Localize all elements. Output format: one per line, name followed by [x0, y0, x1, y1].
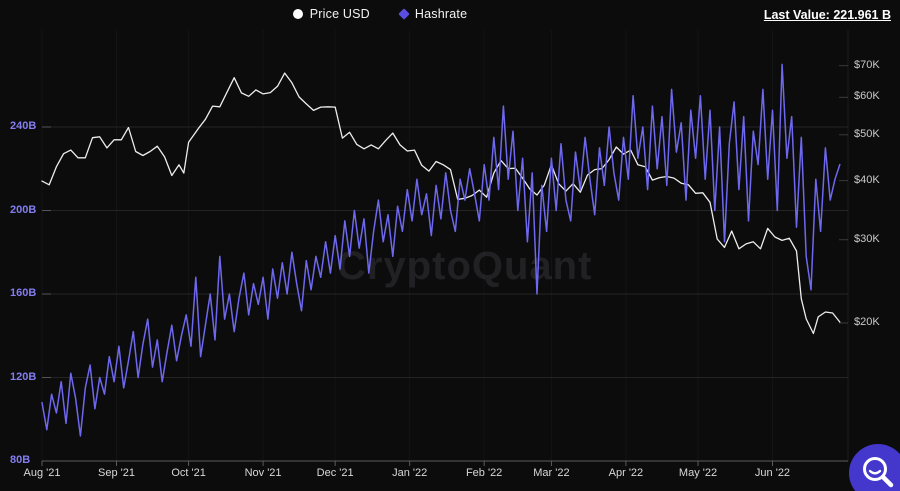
x-tick-label: Apr '22: [608, 467, 644, 479]
x-tick-label: Mar '22: [533, 467, 570, 479]
x-tick-label: Jan '22: [392, 467, 428, 479]
legend-label-hashrate: Hashrate: [414, 7, 468, 21]
hashrate-marker-diamond-icon: [398, 8, 410, 20]
x-tick-label: Jun '22: [754, 467, 791, 479]
legend-label-price: Price USD: [309, 7, 370, 21]
x-tick-label: Nov '21: [244, 467, 282, 479]
y-right-tick-label: $60K: [854, 90, 880, 103]
price-marker-circle-icon: [292, 9, 303, 19]
y-right-tick-label: $50K: [854, 127, 880, 140]
x-tick-label: Oct '21: [171, 467, 206, 479]
y-right-tick-label: $30K: [854, 232, 880, 245]
x-tick-label: Dec '21: [316, 467, 354, 479]
y-left-tick-label: 240B: [10, 120, 37, 132]
legend-item-hashrate[interactable]: Hashrate: [398, 7, 468, 21]
y-left-tick-label: 80B: [10, 454, 31, 466]
y-left-tick-label: 200B: [10, 203, 37, 216]
last-value-link[interactable]: Last Value: 221.961 B: [763, 8, 891, 22]
hashrate-line-series: [41, 63, 841, 437]
y-right-tick-label: $20K: [854, 316, 880, 328]
y-left-tick-label: 120B: [10, 370, 37, 383]
x-tick-label: Sep '21: [98, 467, 135, 479]
x-tick-label: Aug '21: [23, 467, 61, 479]
y-left-tick-label: 160B: [10, 287, 37, 299]
chart-legend: Price USD Hashrate: [0, 7, 760, 21]
x-tick-label: May '22: [678, 467, 718, 479]
y-right-tick-label: $40K: [854, 173, 880, 186]
legend-item-price[interactable]: Price USD: [292, 7, 370, 21]
zoom-button[interactable]: [849, 444, 900, 491]
magnifier-smile-icon: [863, 457, 894, 488]
x-tick-label: Feb '22: [465, 467, 503, 479]
y-right-tick-label: $70K: [854, 58, 880, 71]
price-line-series: [41, 72, 841, 335]
